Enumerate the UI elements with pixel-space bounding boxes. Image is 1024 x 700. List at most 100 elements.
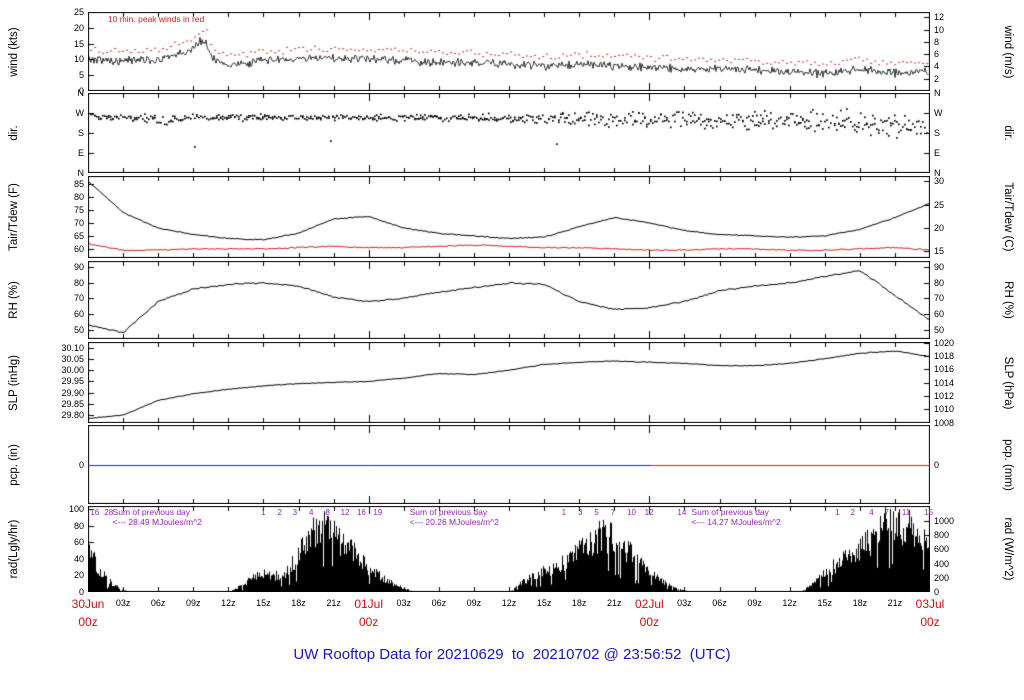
panel-dir-left-tick: E	[77, 148, 84, 158]
panel-wind-right-tick: 10	[934, 24, 945, 35]
panel-rh-left-tick: 50	[73, 324, 84, 335]
panel-rad-left-tick: 0	[78, 587, 84, 597]
panel-dir-right-tick: W	[934, 108, 943, 118]
panel-rad-plot	[88, 506, 930, 592]
panel-slp-plot	[88, 342, 930, 423]
panel-slp-left-tick: 29.95	[61, 376, 84, 387]
rad-cumulative-counter: 19	[373, 508, 383, 517]
panel-wind-right-tick: 8	[934, 36, 940, 47]
panel-temp-plot	[88, 176, 930, 258]
rad-daily-sum-caption: Sum of previous day	[409, 507, 488, 517]
x-axis-minor-label: 06z	[431, 598, 447, 608]
panel-slp-left-tick: 30.10	[61, 342, 84, 353]
panel-slp-left-axis-label: SLP (inHg)	[8, 354, 20, 411]
rad-cumulative-counter: 1	[261, 508, 266, 517]
rad-cumulative-counter: 12	[340, 508, 350, 517]
panel-temp-left-tick: 75	[73, 204, 84, 215]
rad-daily-sum-caption: Sum of previous day	[112, 507, 191, 517]
panel-rad-right-tick: 1000	[934, 515, 955, 526]
x-axis-minor-label: 12z	[782, 598, 797, 608]
panel-rad-left-tick: 20	[73, 570, 84, 581]
rad-cumulative-counter: 7	[610, 508, 616, 517]
panel-dir-plot	[88, 93, 930, 173]
panel-wind-left-tick: 0	[78, 86, 84, 96]
x-axis-minor-label: 18z	[291, 598, 306, 608]
panel-wind-left-tick: 20	[73, 22, 84, 33]
panel-dir-right-tick: E	[934, 148, 941, 158]
panel-rh-left-tick: 60	[73, 309, 84, 320]
panel-rad-right-tick: 800	[934, 530, 950, 541]
rad-cumulative-counter: 15	[924, 508, 934, 517]
x-axis-minor-label: 18z	[571, 598, 587, 608]
panel-rh-left-tick: 70	[73, 293, 84, 304]
panel-slp-right-axis-label: SLP (hPa)	[1002, 356, 1014, 409]
panel-temp-left-tick: 60	[73, 243, 84, 254]
x-axis-minor-label: 15z	[536, 598, 552, 608]
panel-wind-plot	[88, 12, 930, 91]
x-axis-minor-label: 18z	[852, 598, 868, 608]
rad-daily-sum-value: <--- 14.27 MJoules/m^2	[691, 517, 781, 527]
panel-dir-left-tick: N	[77, 168, 85, 178]
panel-rad-left-axis-label: rad(Lgly/hr)	[8, 519, 20, 579]
x-axis-minor-label: 12z	[221, 598, 236, 608]
x-axis-minor-label: 12z	[501, 598, 517, 608]
x-axis-minor-label: 03z	[677, 598, 692, 608]
panel-temp-right-tick: 20	[934, 223, 945, 234]
x-axis-minor-label: 21z	[606, 598, 622, 608]
rad-daily-sum-value: <--- 20.26 MJoules/m^2	[409, 517, 499, 527]
panel-slp-left-tick: 30.00	[61, 365, 84, 376]
panel-dir-left-tick: W	[75, 108, 85, 118]
panel-rh-right-tick: 70	[934, 293, 945, 304]
panel-temp-right-tick: 15	[934, 246, 945, 257]
panel-temp-left-tick: 80	[73, 191, 84, 202]
panel-pcp-right-axis-label: pcp. (mm)	[1002, 438, 1014, 491]
x-axis-minor-label: 15z	[256, 598, 271, 608]
rad-daily-sum-value: <--- 28.49 MJoules/m^2	[112, 517, 202, 527]
x-axis-minor-label: 03z	[396, 598, 411, 608]
panel-temp-left-tick: 85	[73, 178, 84, 189]
panel-pcp-left-tick: 0	[78, 459, 84, 470]
panel-pcp-plot	[88, 425, 930, 504]
rad-cumulative-counter: 4	[869, 508, 874, 517]
panel-rad-right-tick: 200	[934, 572, 950, 583]
panel-slp-right-tick: 1018	[934, 351, 955, 362]
panel-wind-left-tick: 25	[73, 7, 84, 17]
panel-dir-left-tick: N	[77, 88, 85, 98]
rad-cumulative-counter: 3	[577, 508, 583, 517]
rad-cumulative-counter: 16	[90, 508, 100, 517]
panel-slp-right-tick: 1020	[934, 337, 955, 348]
rad-daily-sum-caption: Sum of previous day	[691, 507, 769, 517]
rad-cumulative-counter: 1	[561, 508, 567, 517]
x-axis-major-label-hour: 00z	[920, 615, 940, 629]
panel-dir-right-axis-label: dir.	[1002, 125, 1014, 141]
rad-cumulative-counter: 10	[627, 508, 637, 517]
panel-dir-left-axis-label: dir.	[8, 125, 20, 141]
rad-cumulative-counter: 16	[356, 508, 366, 517]
panel-wind-left-tick: 10	[73, 54, 84, 65]
panel-rh-right-tick: 80	[934, 277, 945, 288]
x-axis-major-label-hour: 00z	[358, 615, 379, 629]
panel-pcp-left-axis-label: pcp. (in)	[8, 443, 20, 486]
panel-pcp-right-tick: 0	[934, 459, 940, 470]
rad-cumulative-counter: 11	[901, 508, 911, 517]
x-axis-major-label-date: 03Jul	[915, 597, 945, 611]
rad-cumulative-counter: 4	[309, 508, 314, 517]
panel-rad-right-tick: 400	[934, 558, 950, 569]
panel-wind-left-tick: 15	[73, 38, 84, 49]
panel-wind-right-tick: 12	[934, 12, 945, 23]
x-axis-minor-label: 09z	[185, 598, 201, 608]
x-axis-minor-label: 06z	[150, 598, 166, 608]
rad-cumulative-counter: 12	[644, 508, 654, 517]
panel-slp-right-tick: 1008	[934, 417, 955, 428]
panel-rad-left-tick: 80	[73, 520, 84, 531]
rad-cumulative-counter: 8	[325, 508, 330, 517]
panel-slp-left-tick: 29.80	[61, 410, 84, 421]
x-axis-minor-label: 06z	[712, 598, 727, 608]
panel-wind-left-tick: 5	[78, 70, 84, 81]
rad-cumulative-counter: 2	[850, 508, 855, 517]
panel-slp-left-tick: 30.05	[61, 353, 84, 364]
x-axis-minor-label: 15z	[817, 598, 832, 608]
rad-cumulative-counter: 3	[292, 508, 298, 517]
panel-temp-left-axis-label: Tair/Tdew (F)	[8, 183, 20, 251]
